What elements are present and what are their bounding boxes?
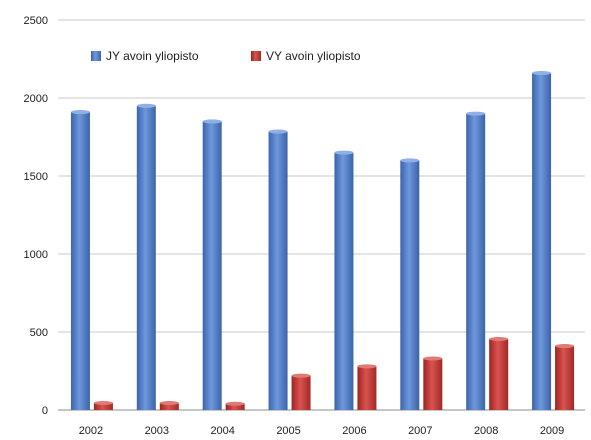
bar-jy-2007 <box>400 160 420 410</box>
bar-top-vy-2009 <box>555 344 575 349</box>
bar-top-vy-2008 <box>489 337 509 342</box>
x-tick-label: 2007 <box>408 425 432 437</box>
bar-top-vy-2007 <box>423 356 443 361</box>
bar-top-vy-2005 <box>291 373 311 378</box>
legend-label-jy: JY avoin yliopisto <box>106 49 199 63</box>
bar-jy-2005 <box>268 131 288 411</box>
bar-vy-2006 <box>357 366 377 410</box>
y-tick-label: 1000 <box>24 249 48 261</box>
bar-jy-2002 <box>70 112 90 410</box>
bar-vy-2004 <box>225 403 245 410</box>
y-tick-label: 1500 <box>24 171 48 183</box>
legend: JY avoin yliopisto VY avoin yliopisto <box>91 49 361 63</box>
bar-vy-2007 <box>423 358 443 410</box>
bar-top-jy-2003 <box>136 103 156 108</box>
legend-label-vy: VY avoin yliopisto <box>266 49 361 63</box>
x-tick-label: 2008 <box>474 425 498 437</box>
bar-top-jy-2008 <box>466 111 486 116</box>
bar-top-jy-2006 <box>334 150 354 155</box>
legend-swatch-vy <box>251 51 261 61</box>
y-tick-label: 2000 <box>24 93 48 105</box>
legend-swatch-jy <box>91 51 101 61</box>
bar-top-vy-2006 <box>357 364 377 369</box>
bar-jy-2008 <box>466 113 486 410</box>
bar-vy-2005 <box>291 375 311 410</box>
x-tick-label: 2004 <box>210 425 234 437</box>
bar-vy-2003 <box>159 402 179 410</box>
bar-jy-2006 <box>334 152 354 410</box>
x-tick-label: 2003 <box>145 425 169 437</box>
bar-top-jy-2009 <box>532 71 552 76</box>
bars <box>70 71 575 411</box>
bar-vy-2009 <box>555 346 575 410</box>
bar-jy-2009 <box>532 73 552 410</box>
y-tick-label: 0 <box>42 405 48 417</box>
bar-jy-2003 <box>136 105 156 411</box>
bar-top-vy-2003 <box>159 400 179 405</box>
bar-top-jy-2007 <box>400 158 420 163</box>
y-tick-label: 2500 <box>24 15 48 27</box>
x-tick-label: 2002 <box>79 425 103 437</box>
x-tick-label: 2009 <box>540 425 564 437</box>
bar-jy-2004 <box>202 121 222 411</box>
bar-top-jy-2002 <box>70 110 90 115</box>
x-tick-label: 2006 <box>342 425 366 437</box>
x-tick-label: 2005 <box>276 425 300 437</box>
tick-labels: 0 500 1000 1500 2000 2500 2002 2003 2004 2005 2006… <box>24 15 565 437</box>
bar-vy-2008 <box>489 339 509 410</box>
bar-vy-2002 <box>93 402 113 410</box>
y-tick-label: 500 <box>30 327 48 339</box>
bar-top-jy-2004 <box>202 119 222 124</box>
bar-top-jy-2005 <box>268 129 288 134</box>
bar-top-vy-2004 <box>225 401 245 406</box>
bar-top-vy-2002 <box>93 400 113 405</box>
